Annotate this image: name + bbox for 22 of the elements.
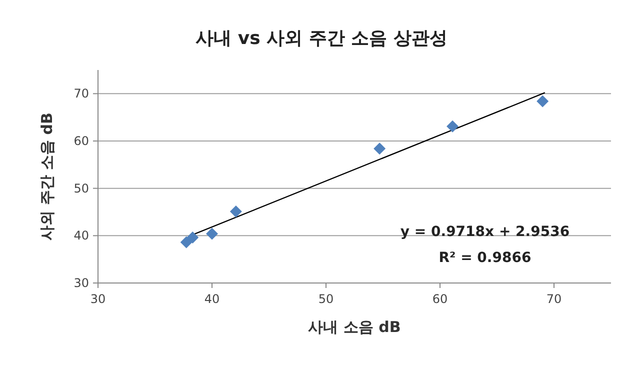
x-tick-label: 70	[546, 292, 562, 306]
point	[186, 232, 199, 244]
point	[536, 95, 549, 108]
x-tick-label: 30	[90, 292, 106, 306]
point	[374, 142, 386, 155]
y-tick-label: 70	[74, 86, 89, 101]
y-axis-title: 사외 주간 소음 dB	[38, 112, 56, 240]
annotation: y = 0.9718x + 2.9536	[400, 224, 570, 240]
point	[446, 120, 459, 132]
y-tick-label: 30	[74, 276, 89, 290]
x-axis-title: 사내 소음 dB	[308, 318, 401, 336]
point	[180, 236, 192, 248]
x-tick-label: 50	[318, 292, 334, 306]
y-tick-label: 40	[74, 228, 89, 243]
y-tick-label: 60	[74, 134, 89, 148]
point	[230, 206, 242, 218]
chart-title: 사내 vs 사외 주간 소음 상관성	[196, 28, 448, 49]
x-tick-label: 60	[432, 292, 448, 306]
x-tick-label: 40	[204, 292, 220, 306]
point	[206, 228, 218, 240]
annotation: R² = 0.9866	[438, 250, 532, 266]
y-tick-label: 50	[74, 181, 89, 196]
